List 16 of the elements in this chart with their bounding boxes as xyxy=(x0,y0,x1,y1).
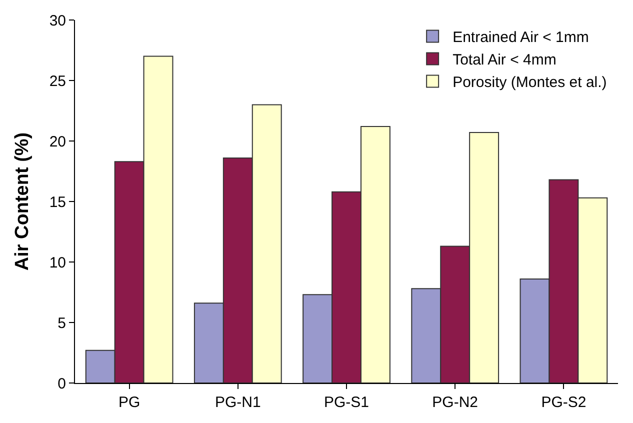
x-tick-label: PG xyxy=(118,394,140,411)
y-tick-label: 5 xyxy=(58,314,66,332)
legend-label: Entrained Air < 1mm xyxy=(452,29,589,46)
x-tick-label: PG-S1 xyxy=(324,394,370,411)
y-tick-label: 20 xyxy=(49,133,66,150)
y-tick-label: 30 xyxy=(49,12,66,30)
y-tick-label: 15 xyxy=(49,194,66,211)
y-tick-label: 25 xyxy=(49,72,66,90)
legend-label: Porosity (Montes et al.) xyxy=(452,74,607,92)
y-tick-label: 0 xyxy=(58,375,66,392)
x-tick-label: PG-N2 xyxy=(432,394,478,411)
legend-label: Total Air < 4mm xyxy=(452,52,556,69)
x-tick-label: PG-S2 xyxy=(541,394,586,411)
y-axis-title: Air Content (%) xyxy=(12,132,34,271)
y-tick-label: 10 xyxy=(49,254,66,272)
x-tick-label: PG-N1 xyxy=(214,394,261,411)
